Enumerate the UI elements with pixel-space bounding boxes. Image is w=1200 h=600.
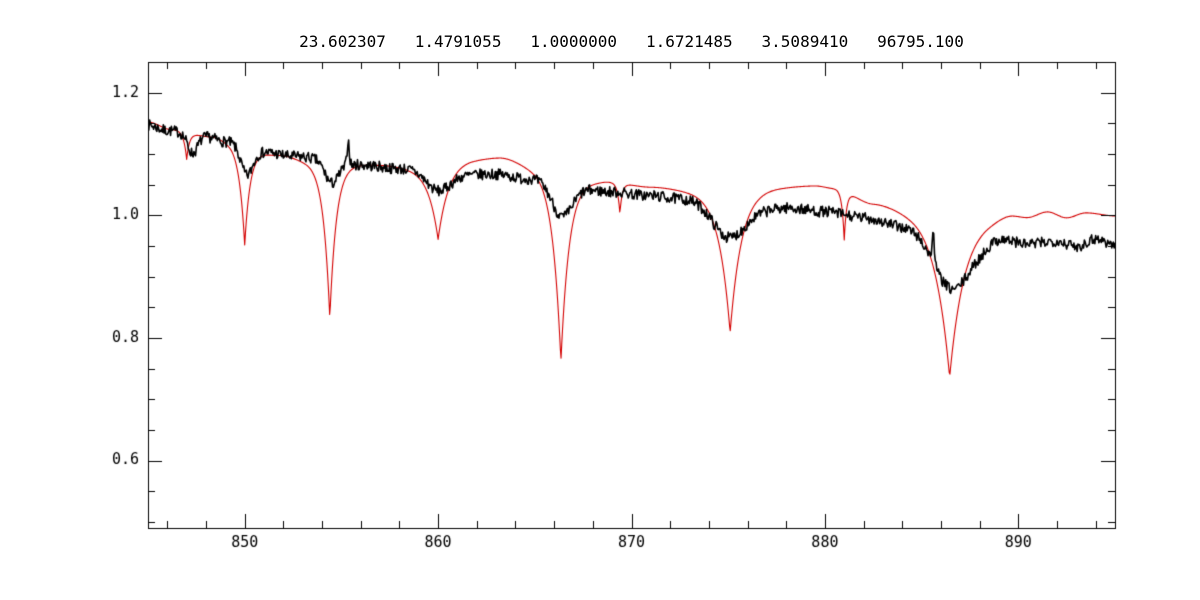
plot-title-parameters: 23.602307 1.4791055 1.0000000 1.6721485 … [299, 32, 964, 51]
